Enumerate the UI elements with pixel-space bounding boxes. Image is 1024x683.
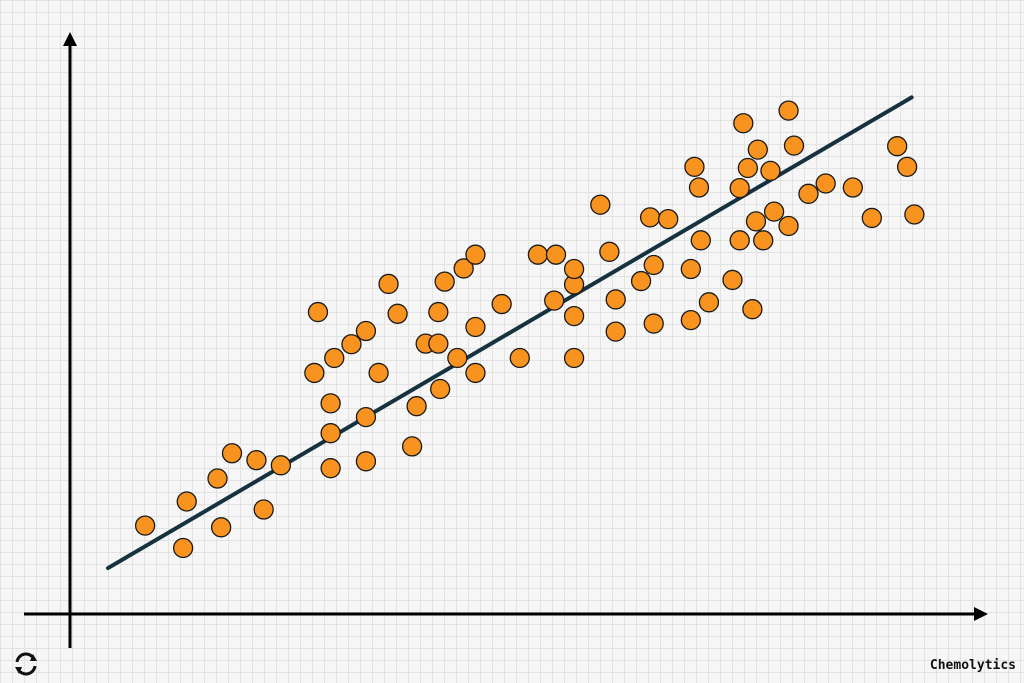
data-point bbox=[904, 204, 925, 225]
y-axis-arrowhead bbox=[63, 32, 77, 46]
data-point bbox=[428, 333, 449, 354]
data-point bbox=[387, 303, 408, 324]
data-point bbox=[680, 258, 701, 280]
data-point bbox=[605, 321, 626, 342]
data-point bbox=[842, 177, 863, 198]
data-point bbox=[737, 157, 758, 179]
data-point bbox=[815, 173, 836, 194]
data-point bbox=[698, 292, 720, 313]
data-point bbox=[643, 313, 664, 334]
trend-line bbox=[106, 95, 914, 571]
data-point bbox=[428, 301, 449, 323]
data-point bbox=[684, 156, 705, 178]
data-point bbox=[434, 271, 455, 292]
data-point bbox=[355, 320, 377, 342]
data-point bbox=[563, 347, 585, 369]
data-point bbox=[690, 230, 711, 251]
data-point bbox=[134, 515, 156, 536]
data-point bbox=[798, 183, 819, 204]
refresh-cycle-icon bbox=[15, 652, 37, 676]
data-point bbox=[680, 309, 701, 331]
data-point bbox=[763, 201, 785, 222]
data-point bbox=[176, 491, 197, 512]
data-point bbox=[406, 396, 427, 417]
brand-name: Chemolytics bbox=[929, 658, 1016, 673]
data-point bbox=[355, 451, 377, 472]
data-point bbox=[355, 406, 377, 428]
data-point bbox=[605, 289, 626, 310]
data-point bbox=[527, 244, 549, 265]
data-point bbox=[778, 100, 799, 121]
chart-axes bbox=[24, 32, 988, 648]
data-point bbox=[745, 211, 767, 232]
data-point bbox=[563, 305, 585, 327]
data-point bbox=[453, 258, 474, 279]
data-point bbox=[341, 334, 362, 355]
data-point bbox=[401, 436, 423, 457]
data-point bbox=[722, 269, 743, 291]
data-point bbox=[465, 244, 486, 265]
data-point bbox=[630, 270, 652, 292]
data-point bbox=[304, 362, 325, 384]
data-points-group bbox=[134, 100, 925, 559]
data-point bbox=[590, 194, 611, 215]
data-point bbox=[783, 135, 805, 156]
data-point bbox=[465, 316, 486, 338]
data-point bbox=[778, 215, 799, 237]
data-point bbox=[210, 517, 232, 538]
trend-line-group bbox=[106, 95, 914, 571]
data-point bbox=[207, 468, 228, 489]
data-point bbox=[253, 499, 274, 520]
data-point bbox=[733, 113, 754, 134]
data-point bbox=[320, 458, 341, 479]
data-point bbox=[246, 450, 267, 471]
data-point bbox=[368, 362, 389, 384]
data-point bbox=[465, 362, 486, 384]
data-point bbox=[307, 301, 329, 323]
data-point bbox=[509, 347, 530, 369]
data-point bbox=[324, 347, 345, 369]
x-axis-arrowhead bbox=[974, 607, 988, 621]
data-point bbox=[429, 378, 451, 400]
data-point bbox=[753, 230, 774, 251]
data-point bbox=[688, 177, 710, 198]
data-point bbox=[544, 290, 565, 311]
data-point bbox=[447, 347, 468, 369]
data-point bbox=[172, 537, 194, 559]
data-point bbox=[742, 299, 763, 320]
data-point bbox=[221, 443, 243, 464]
data-point bbox=[760, 160, 781, 182]
data-point bbox=[658, 208, 679, 230]
data-point bbox=[320, 423, 341, 444]
data-point bbox=[896, 156, 918, 178]
data-point bbox=[729, 230, 750, 251]
data-point bbox=[599, 241, 620, 262]
data-point bbox=[563, 258, 585, 280]
data-point bbox=[729, 177, 750, 199]
data-point bbox=[861, 207, 882, 229]
data-point bbox=[320, 393, 341, 414]
data-point bbox=[639, 207, 661, 228]
data-point bbox=[378, 273, 399, 295]
data-point bbox=[643, 254, 664, 276]
data-point bbox=[887, 136, 908, 157]
data-point bbox=[491, 293, 512, 315]
data-point bbox=[545, 244, 567, 265]
data-point bbox=[747, 139, 768, 160]
data-point bbox=[270, 455, 292, 476]
